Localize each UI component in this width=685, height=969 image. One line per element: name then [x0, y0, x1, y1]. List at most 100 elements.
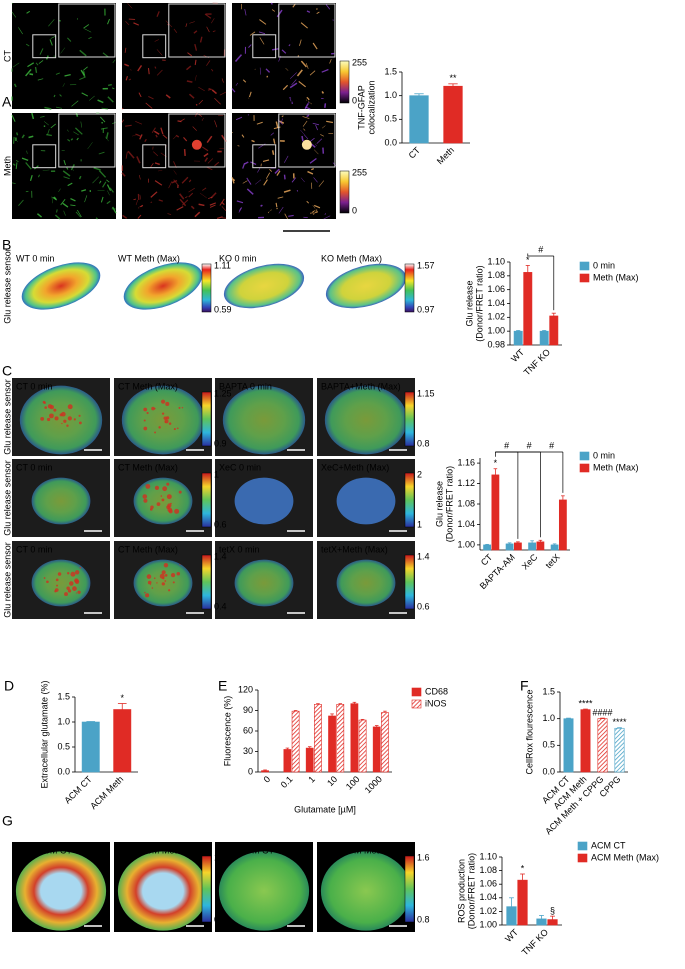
signal: [60, 198, 66, 206]
colorbar-max: 255: [352, 167, 367, 177]
signal: [21, 134, 25, 139]
legend-swatch: [579, 261, 590, 271]
signal: [147, 68, 150, 75]
signal: [282, 84, 289, 91]
x-tick-label: 0: [262, 774, 273, 785]
signal: [107, 190, 110, 196]
signal: [54, 590, 57, 593]
signal: [155, 134, 158, 138]
signal: [57, 572, 62, 576]
signal: [206, 166, 213, 171]
signal: [154, 180, 163, 186]
signal: [18, 27, 23, 35]
signal: [154, 431, 156, 434]
panel-letter: F: [520, 678, 529, 694]
signal: [139, 194, 141, 200]
signal: [127, 150, 135, 159]
signal: [67, 37, 72, 42]
signal: [311, 168, 315, 171]
signal: [198, 99, 204, 105]
signal: [44, 121, 49, 126]
image-label: BAPTA 0 min: [219, 381, 272, 391]
x-tick-label: 1000: [363, 774, 384, 795]
signal: [128, 78, 132, 81]
signal: [164, 580, 167, 582]
cell: [121, 385, 205, 455]
y-tick-label: 1.00: [487, 326, 505, 336]
signal: [321, 68, 329, 73]
signal: [281, 49, 287, 54]
colorbar-min: 0.6: [214, 519, 227, 529]
signal: [11, 114, 16, 122]
signal: [26, 150, 28, 154]
signal: [235, 116, 243, 121]
signal: [156, 11, 160, 17]
legend-label: ACM Meth (Max): [591, 852, 659, 862]
x-tick-label: ACM Meth: [88, 774, 125, 811]
signal: [310, 208, 318, 215]
micrograph: [122, 3, 226, 109]
bar: [506, 906, 517, 926]
image-label: KO 0 min: [219, 253, 257, 263]
signal: [149, 584, 151, 586]
legend-label: Meth (Max): [593, 272, 639, 282]
signal: [160, 399, 166, 404]
signal: [138, 204, 144, 209]
signal: [193, 30, 198, 34]
signal: [137, 214, 142, 219]
signal: [26, 10, 31, 14]
signal: [303, 134, 309, 140]
bar: [536, 541, 545, 551]
y-axis-label: (Donor/FRET ratio): [444, 466, 454, 542]
signal: [179, 198, 187, 207]
signal: [265, 172, 271, 179]
bar: [291, 710, 300, 773]
signal: [316, 138, 323, 144]
inset-frame: [58, 3, 116, 58]
bar: [381, 712, 389, 773]
bar: [513, 330, 523, 346]
signal: [262, 159, 270, 162]
signal: [276, 9, 283, 18]
bar: [358, 719, 367, 773]
cell: [31, 559, 91, 607]
signal: [147, 580, 152, 585]
image-label: CT Meth (Max): [118, 462, 178, 472]
signal: [178, 193, 185, 200]
bar: [483, 544, 492, 551]
signal: [106, 179, 110, 183]
signal: [316, 8, 318, 10]
signal: [320, 97, 325, 100]
signal: [158, 426, 161, 429]
colorbar: [404, 472, 415, 528]
signal: [198, 86, 205, 92]
signal: [149, 507, 153, 511]
y-tick-label: 1.5: [542, 686, 555, 696]
signal: [176, 571, 181, 576]
signal: [70, 571, 76, 577]
signal: [271, 150, 275, 155]
signal: [209, 204, 216, 208]
bar: [523, 272, 533, 346]
signal: [186, 80, 193, 83]
signal: [11, 11, 17, 18]
colorbar-max: 1.15: [417, 388, 435, 398]
signal: [161, 570, 166, 575]
signal: [313, 204, 321, 209]
y-tick-label: 1.04: [479, 892, 497, 902]
colorbar-min: 1: [417, 519, 422, 529]
y-tick-label: 0: [248, 766, 253, 776]
signal: [259, 19, 267, 25]
signal: [323, 215, 331, 220]
signal: [179, 563, 181, 566]
signal: [277, 196, 284, 199]
signal: [288, 214, 294, 217]
signal: [63, 210, 66, 216]
signal: [307, 170, 314, 175]
signal: [258, 31, 266, 35]
significance: *: [120, 693, 124, 703]
signal: [148, 95, 154, 100]
signal: [143, 498, 148, 503]
signal: [221, 201, 225, 206]
signal: [171, 179, 178, 184]
